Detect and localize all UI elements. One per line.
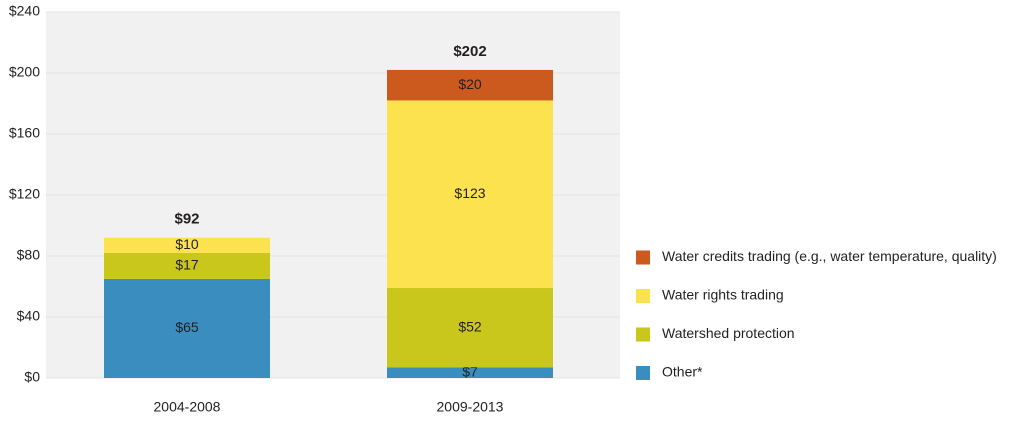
legend-label: Water rights trading	[662, 287, 784, 303]
bar-segment	[104, 278, 270, 378]
y-tick-label: $120	[9, 186, 40, 202]
legend-swatch	[636, 250, 650, 265]
x-tick-label: 2009-2013	[437, 399, 504, 415]
legend-swatch	[636, 289, 650, 303]
y-tick-label: $160	[9, 125, 40, 141]
legend-swatch	[636, 327, 650, 342]
data-label: $7	[462, 363, 478, 379]
bar-segment	[387, 69, 553, 101]
total-label: $202	[453, 43, 486, 60]
bar-segment	[104, 237, 270, 253]
data-label: $65	[175, 319, 199, 335]
legend-swatch	[636, 366, 650, 380]
y-tick-label: $80	[17, 247, 41, 263]
x-tick-label: 2004-2008	[154, 399, 221, 415]
y-tick-label: $240	[9, 3, 40, 19]
legend-label: Water credits trading (e.g., water tempe…	[662, 248, 997, 264]
data-label: $52	[458, 318, 482, 334]
total-label: $92	[174, 211, 199, 228]
data-label: $123	[454, 185, 485, 201]
bar-segment	[104, 252, 270, 279]
bar-segment	[387, 367, 553, 378]
data-label: $20	[458, 76, 482, 92]
legend-label: Watershed protection	[662, 325, 795, 341]
data-label: $10	[175, 236, 199, 252]
legend-label: Other*	[662, 364, 703, 380]
bar-segment	[387, 100, 553, 289]
y-tick-label: $0	[24, 369, 40, 385]
bar-segment	[387, 288, 553, 368]
data-label: $17	[175, 257, 199, 273]
y-tick-label: $200	[9, 64, 40, 80]
y-tick-label: $40	[17, 308, 41, 324]
